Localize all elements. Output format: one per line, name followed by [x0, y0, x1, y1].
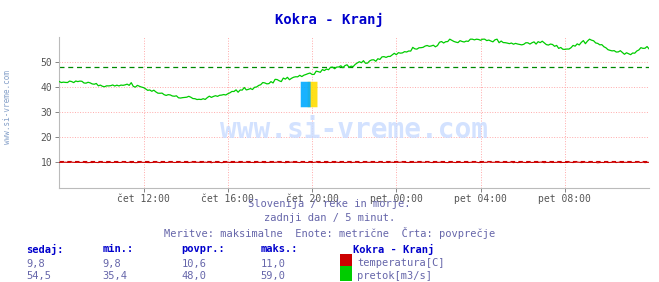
Text: 10,6: 10,6: [181, 259, 206, 269]
Text: temperatura[C]: temperatura[C]: [357, 258, 445, 268]
Text: sedaj:: sedaj:: [26, 244, 64, 255]
Text: ▐: ▐: [297, 81, 317, 107]
Text: 54,5: 54,5: [26, 271, 51, 281]
Text: zadnji dan / 5 minut.: zadnji dan / 5 minut.: [264, 213, 395, 223]
Text: 59,0: 59,0: [260, 271, 285, 281]
Text: 48,0: 48,0: [181, 271, 206, 281]
Text: Kokra - Kranj: Kokra - Kranj: [353, 244, 434, 255]
Text: ▌: ▌: [301, 81, 320, 107]
Text: www.si-vreme.com: www.si-vreme.com: [3, 70, 13, 144]
Text: maks.:: maks.:: [260, 244, 298, 254]
Text: min.:: min.:: [102, 244, 133, 254]
Text: 9,8: 9,8: [102, 259, 121, 269]
Text: www.si-vreme.com: www.si-vreme.com: [220, 116, 488, 144]
Text: 9,8: 9,8: [26, 259, 45, 269]
Text: 35,4: 35,4: [102, 271, 127, 281]
Text: Meritve: maksimalne  Enote: metrične  Črta: povprečje: Meritve: maksimalne Enote: metrične Črta…: [164, 227, 495, 239]
Text: Slovenija / reke in morje.: Slovenija / reke in morje.: [248, 199, 411, 209]
Text: 11,0: 11,0: [260, 259, 285, 269]
Text: pretok[m3/s]: pretok[m3/s]: [357, 271, 432, 281]
Text: povpr.:: povpr.:: [181, 244, 225, 254]
Text: Kokra - Kranj: Kokra - Kranj: [275, 13, 384, 27]
